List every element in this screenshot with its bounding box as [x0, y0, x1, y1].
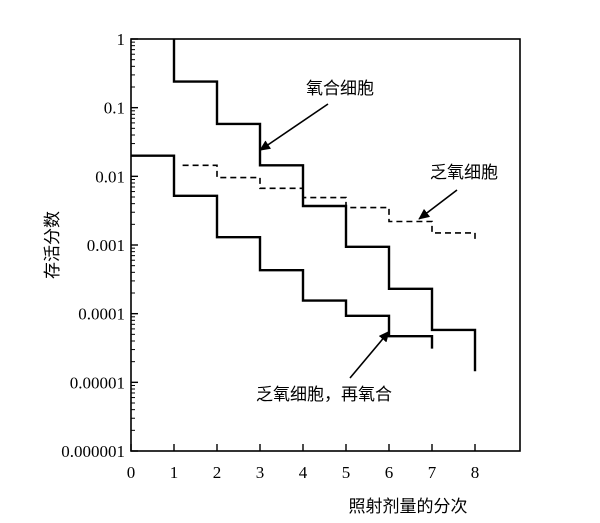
series-line-2	[182, 164, 476, 240]
series-layer	[131, 39, 477, 372]
y-tick-label: 0.01	[95, 167, 125, 186]
annotation-label: 氧合细胞	[306, 79, 374, 99]
annotation-label: 乏氧细胞，再氧合	[256, 385, 392, 405]
annotation-arrow	[418, 189, 458, 220]
series-line-1	[172, 39, 477, 372]
x-tick-label: 4	[299, 463, 308, 482]
x-tick-label: 0	[127, 463, 136, 482]
y-tick-label: 0.1	[104, 99, 125, 118]
y-axis-label: 存活分数	[43, 211, 63, 279]
y-tick-label: 0.00001	[70, 373, 125, 392]
y-tick-label: 0.0001	[78, 305, 125, 324]
x-tick-label: 6	[385, 463, 394, 482]
y-tick-label: 1	[117, 30, 126, 49]
y-tick-label: 0.001	[87, 236, 125, 255]
x-tick-label: 1	[170, 463, 179, 482]
x-tick-label: 7	[428, 463, 437, 482]
x-tick-label: 2	[213, 463, 222, 482]
x-tick-label: 8	[471, 463, 480, 482]
annotation-label: 乏氧细胞	[430, 163, 498, 183]
annotation-arrow	[259, 103, 329, 151]
series-line-3	[131, 154, 434, 349]
x-axis-label: 照射剂量的分次	[349, 497, 468, 517]
y-tick-label: 0.000001	[61, 442, 125, 461]
x-tick-label: 5	[342, 463, 351, 482]
annotation-arrow	[349, 330, 390, 379]
x-tick-label: 3	[256, 463, 265, 482]
